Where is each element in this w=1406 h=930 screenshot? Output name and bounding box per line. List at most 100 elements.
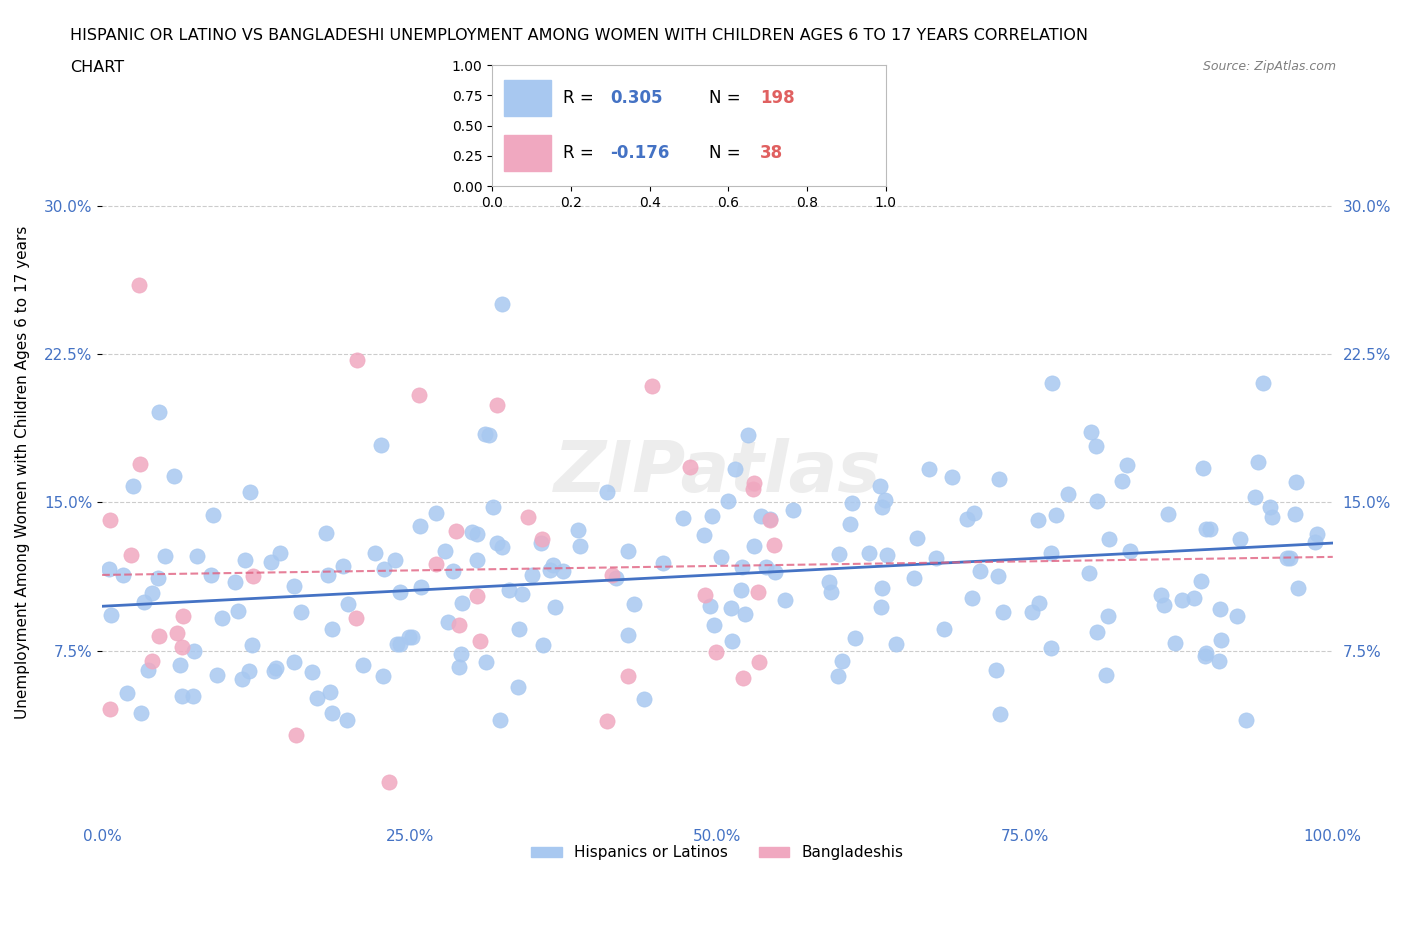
Point [284,727,307,742]
Point [1021,604,1043,619]
Text: Source: ZipAtlas.com: Source: ZipAtlas.com [1202,60,1336,73]
Point [1275,551,1298,565]
Point [344,611,367,626]
Point [474,655,496,670]
Point [1171,592,1194,607]
Point [782,502,804,517]
Point [226,604,249,618]
Point [1097,608,1119,623]
Point [283,578,305,593]
Point [617,669,640,684]
Point [129,706,152,721]
Point [962,506,984,521]
Point [224,574,246,589]
Point [567,522,589,537]
Point [485,536,508,551]
Point [172,689,194,704]
Point [128,277,150,292]
Point [1244,489,1267,504]
Point [336,596,359,611]
Point [1028,513,1050,528]
Point [482,499,505,514]
Point [876,547,898,562]
Point [569,538,592,553]
Point [155,548,177,563]
Point [146,571,169,586]
Point [97,562,120,577]
Point [988,706,1011,721]
Point [1226,608,1249,623]
Point [520,567,543,582]
Point [269,545,291,560]
Point [1085,493,1108,508]
Point [1150,588,1173,603]
Point [111,567,134,582]
Text: -0.176: -0.176 [610,144,669,163]
Point [841,496,863,511]
Point [538,563,561,578]
Point [751,508,773,523]
Point [1098,531,1121,546]
Point [875,492,897,507]
Point [934,621,956,636]
Point [498,583,520,598]
Y-axis label: Unemployment Among Women with Children Ages 6 to 17 years: Unemployment Among Women with Children A… [15,226,30,720]
Point [437,614,460,629]
Point [763,565,786,579]
Text: CHART: CHART [70,60,124,75]
Point [450,646,472,661]
Point [531,638,554,653]
Point [1199,521,1222,536]
Point [450,595,472,610]
Point [818,575,841,590]
Point [129,456,152,471]
Point [1234,712,1257,727]
Point [517,510,540,525]
Point [384,552,406,567]
Point [869,479,891,494]
Point [755,559,778,574]
Point [730,582,752,597]
Point [695,588,717,603]
Point [141,654,163,669]
Point [1305,526,1327,541]
Text: 198: 198 [759,88,794,107]
Point [148,629,170,644]
Point [336,712,359,727]
Point [884,636,907,651]
Point [332,559,354,574]
Point [211,611,233,626]
Point [1078,565,1101,580]
Point [1286,580,1309,595]
Point [148,405,170,419]
Point [485,398,508,413]
Point [1303,534,1326,549]
Point [321,621,343,636]
Point [465,526,488,541]
Point [1163,636,1185,651]
Point [166,625,188,640]
Point [1085,624,1108,639]
Point [742,538,765,553]
Point [1042,376,1064,391]
Point [600,567,623,582]
Point [960,591,983,605]
Point [1028,595,1050,610]
Point [759,512,782,526]
Point [1080,424,1102,439]
Point [1189,573,1212,588]
Point [301,664,323,679]
Point [596,713,619,728]
Point [1111,473,1133,488]
Point [733,671,755,685]
Point [170,639,193,654]
Point [530,535,553,550]
Point [1211,632,1233,647]
Point [449,618,471,632]
Point [984,663,1007,678]
Point [1194,648,1216,663]
Point [693,527,716,542]
Point [468,633,491,648]
Point [447,659,470,674]
Point [742,482,765,497]
